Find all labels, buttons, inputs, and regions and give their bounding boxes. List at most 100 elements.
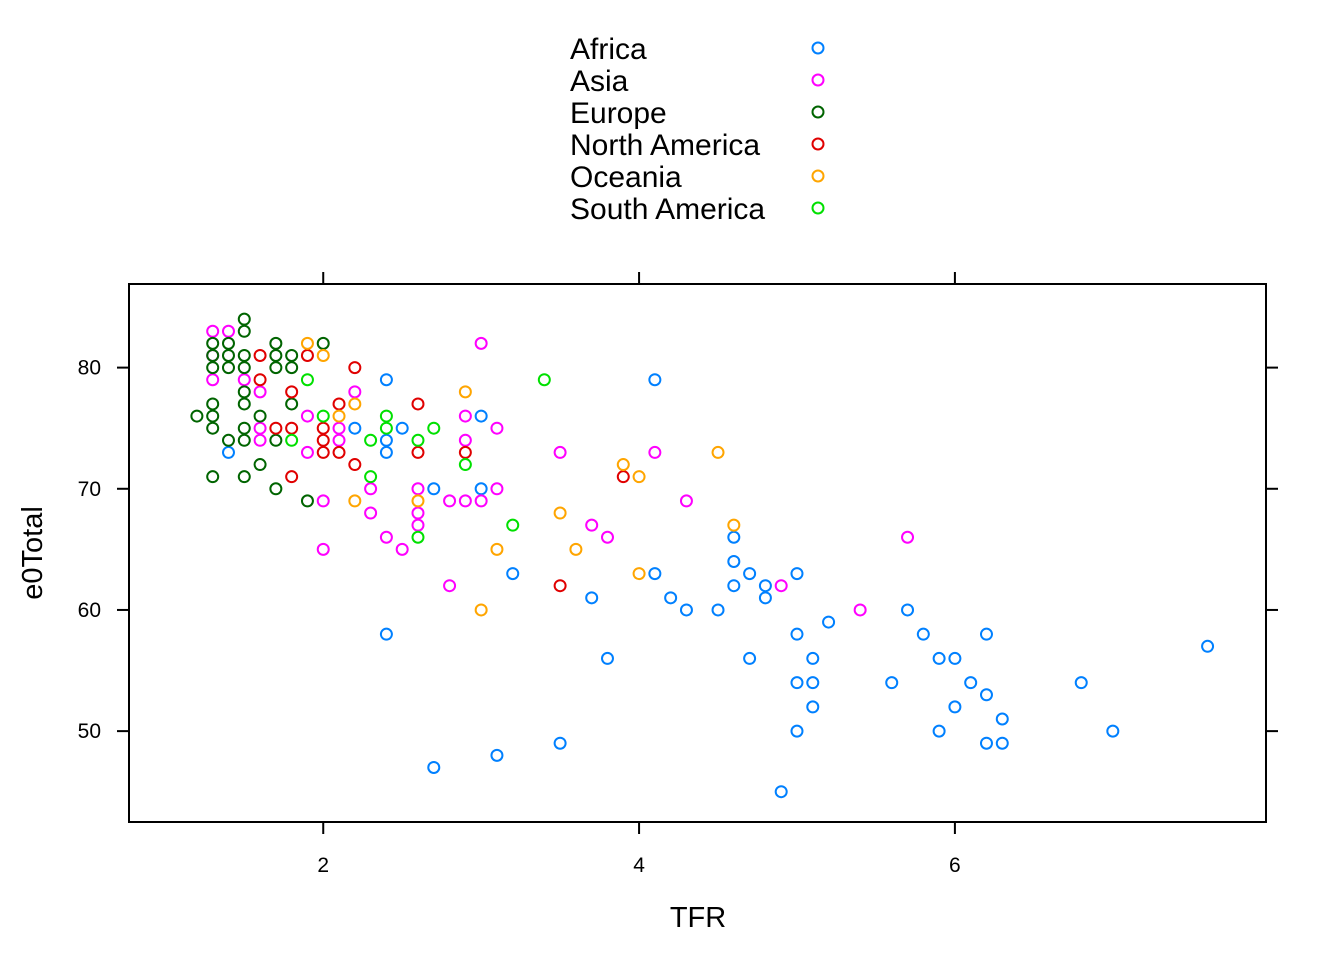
data-point [901,603,915,617]
data-point [490,421,504,435]
data-point [379,433,393,447]
data-point [285,397,299,411]
data-point [995,736,1009,750]
legend-marker [811,201,825,215]
data-point [269,482,283,496]
data-point [300,409,314,423]
data-point [253,433,267,447]
data-point [269,433,283,447]
data-point [253,385,267,399]
data-point [269,361,283,375]
data-point [253,409,267,423]
data-point [948,651,962,665]
data-point [790,676,804,690]
data-point [600,530,614,544]
data-point [774,785,788,799]
data-point [300,494,314,508]
data-point [553,445,567,459]
data-point [411,530,425,544]
data-point [411,506,425,520]
data-point [790,724,804,738]
legend-label: Europe [570,97,667,130]
data-point [221,336,235,350]
data-point [664,591,678,605]
data-point [206,421,220,435]
x-tick-label: 6 [949,854,961,877]
data-point [237,385,251,399]
data-point [206,373,220,387]
data-point [269,336,283,350]
data-point [348,385,362,399]
data-point [237,421,251,435]
data-point [411,445,425,459]
data-point [206,324,220,338]
data-point [285,385,299,399]
data-point [237,433,251,447]
data-point [901,530,915,544]
data-point [237,397,251,411]
legend-marker [811,73,825,87]
data-point [727,554,741,568]
data-point [774,579,788,593]
data-point [632,567,646,581]
data-point [285,361,299,375]
data-point [411,518,425,532]
data-point [364,470,378,484]
data-point [1201,639,1215,653]
data-point [427,760,441,774]
data-point [379,373,393,387]
data-point [1074,676,1088,690]
data-point [948,700,962,714]
data-point [506,518,520,532]
data-point [253,348,267,362]
data-point [348,397,362,411]
data-point [237,373,251,387]
data-point [379,627,393,641]
data-point [632,470,646,484]
data-point [474,603,488,617]
data-point [364,482,378,496]
data-point [379,421,393,435]
legend-label: South America [570,193,765,226]
data-point [585,518,599,532]
data-point [253,421,267,435]
data-point [474,482,488,496]
data-point [316,433,330,447]
data-point [316,494,330,508]
legend-label: North America [570,129,760,162]
data-point [332,433,346,447]
data-point [443,579,457,593]
data-point [932,651,946,665]
data-point [300,336,314,350]
data-points [190,312,1215,799]
data-point [758,579,772,593]
data-point [316,445,330,459]
data-point [790,567,804,581]
data-point [221,433,235,447]
data-point [411,397,425,411]
data-point [395,421,409,435]
data-point [458,458,472,472]
y-tick-label: 60 [78,599,101,622]
data-point [206,348,220,362]
data-point [553,736,567,750]
data-point [806,676,820,690]
data-point [379,530,393,544]
data-point [790,627,804,641]
data-point [206,361,220,375]
legend-marker [811,169,825,183]
y-tick-label: 70 [78,478,101,501]
legend-marker [811,105,825,119]
data-point [206,470,220,484]
data-point [348,361,362,375]
data-point [221,445,235,459]
data-point [964,676,978,690]
data-point [727,518,741,532]
plot-frame [128,283,1267,823]
data-point [285,348,299,362]
data-point [443,494,457,508]
data-point [395,542,409,556]
legend-label: Africa [570,33,647,66]
x-tick-label: 2 [317,854,329,877]
data-point [348,421,362,435]
